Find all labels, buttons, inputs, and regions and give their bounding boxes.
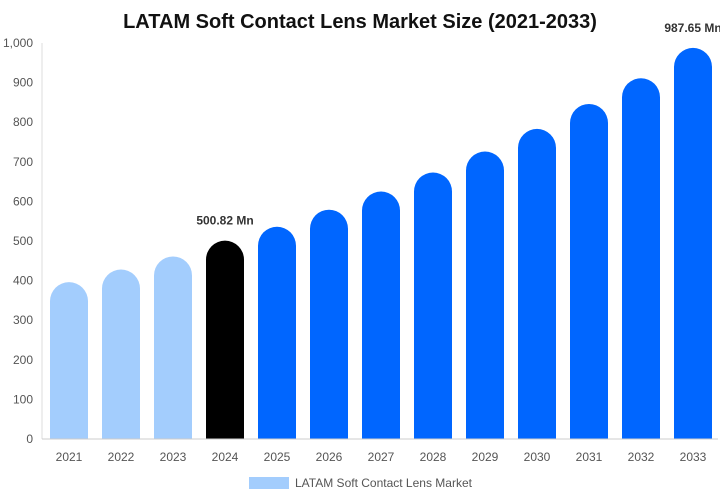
bar-2032 xyxy=(622,78,660,439)
bar-2027 xyxy=(362,191,400,439)
x-tick-label: 2023 xyxy=(160,450,187,464)
y-axis: 0 100 200 300 400 500 600 700 800 900 1,000 xyxy=(3,36,43,446)
bar-2024 xyxy=(206,240,244,439)
y-tick-label: 100 xyxy=(13,392,33,406)
x-tick-label: 2027 xyxy=(368,450,395,464)
x-tick-label: 2029 xyxy=(472,450,499,464)
y-tick-label: 1,000 xyxy=(3,36,33,50)
bar-2023 xyxy=(154,256,192,439)
data-labels: 500.82 Mn 987.65 Mn xyxy=(196,21,720,228)
bar-2021 xyxy=(50,282,88,439)
y-tick-label: 200 xyxy=(13,353,33,367)
bar-2022 xyxy=(102,269,140,439)
bar-2031 xyxy=(570,103,608,439)
x-tick-label: 2033 xyxy=(680,450,707,464)
bar-2026 xyxy=(310,209,348,439)
y-tick-label: 800 xyxy=(13,115,33,129)
x-tick-label: 2028 xyxy=(420,450,447,464)
y-tick-label: 0 xyxy=(26,432,33,446)
y-tick-label: 900 xyxy=(13,76,33,90)
x-tick-label: 2024 xyxy=(212,450,239,464)
bar-2029 xyxy=(466,151,504,439)
bar-2033 xyxy=(674,47,712,440)
bar-2028 xyxy=(414,172,452,439)
legend[interactable]: LATAM Soft Contact Lens Market xyxy=(249,476,473,490)
data-label: 987.65 Mn xyxy=(664,21,720,35)
chart-title: LATAM Soft Contact Lens Market Size (202… xyxy=(123,11,597,33)
x-tick-label: 2026 xyxy=(316,450,343,464)
y-tick-label: 400 xyxy=(13,274,33,288)
bars xyxy=(50,47,712,440)
x-tick-label: 2031 xyxy=(576,450,603,464)
x-tick-label: 2032 xyxy=(628,450,655,464)
y-tick-label: 300 xyxy=(13,313,33,327)
x-tick-label: 2030 xyxy=(524,450,551,464)
bar-2030 xyxy=(518,128,556,439)
legend-swatch xyxy=(249,477,289,489)
x-axis: 2021 2022 2023 2024 2025 2026 2027 2028 2029 2030… xyxy=(42,438,718,464)
y-tick-label: 600 xyxy=(13,194,33,208)
x-tick-label: 2025 xyxy=(264,450,291,464)
legend-label: LATAM Soft Contact Lens Market xyxy=(295,476,473,490)
y-tick-label: 700 xyxy=(13,155,33,169)
bar-2025 xyxy=(258,226,296,439)
data-label: 500.82 Mn xyxy=(196,214,253,228)
x-tick-label: 2021 xyxy=(56,450,83,464)
y-tick-label: 500 xyxy=(13,234,33,248)
x-tick-label: 2022 xyxy=(108,450,135,464)
